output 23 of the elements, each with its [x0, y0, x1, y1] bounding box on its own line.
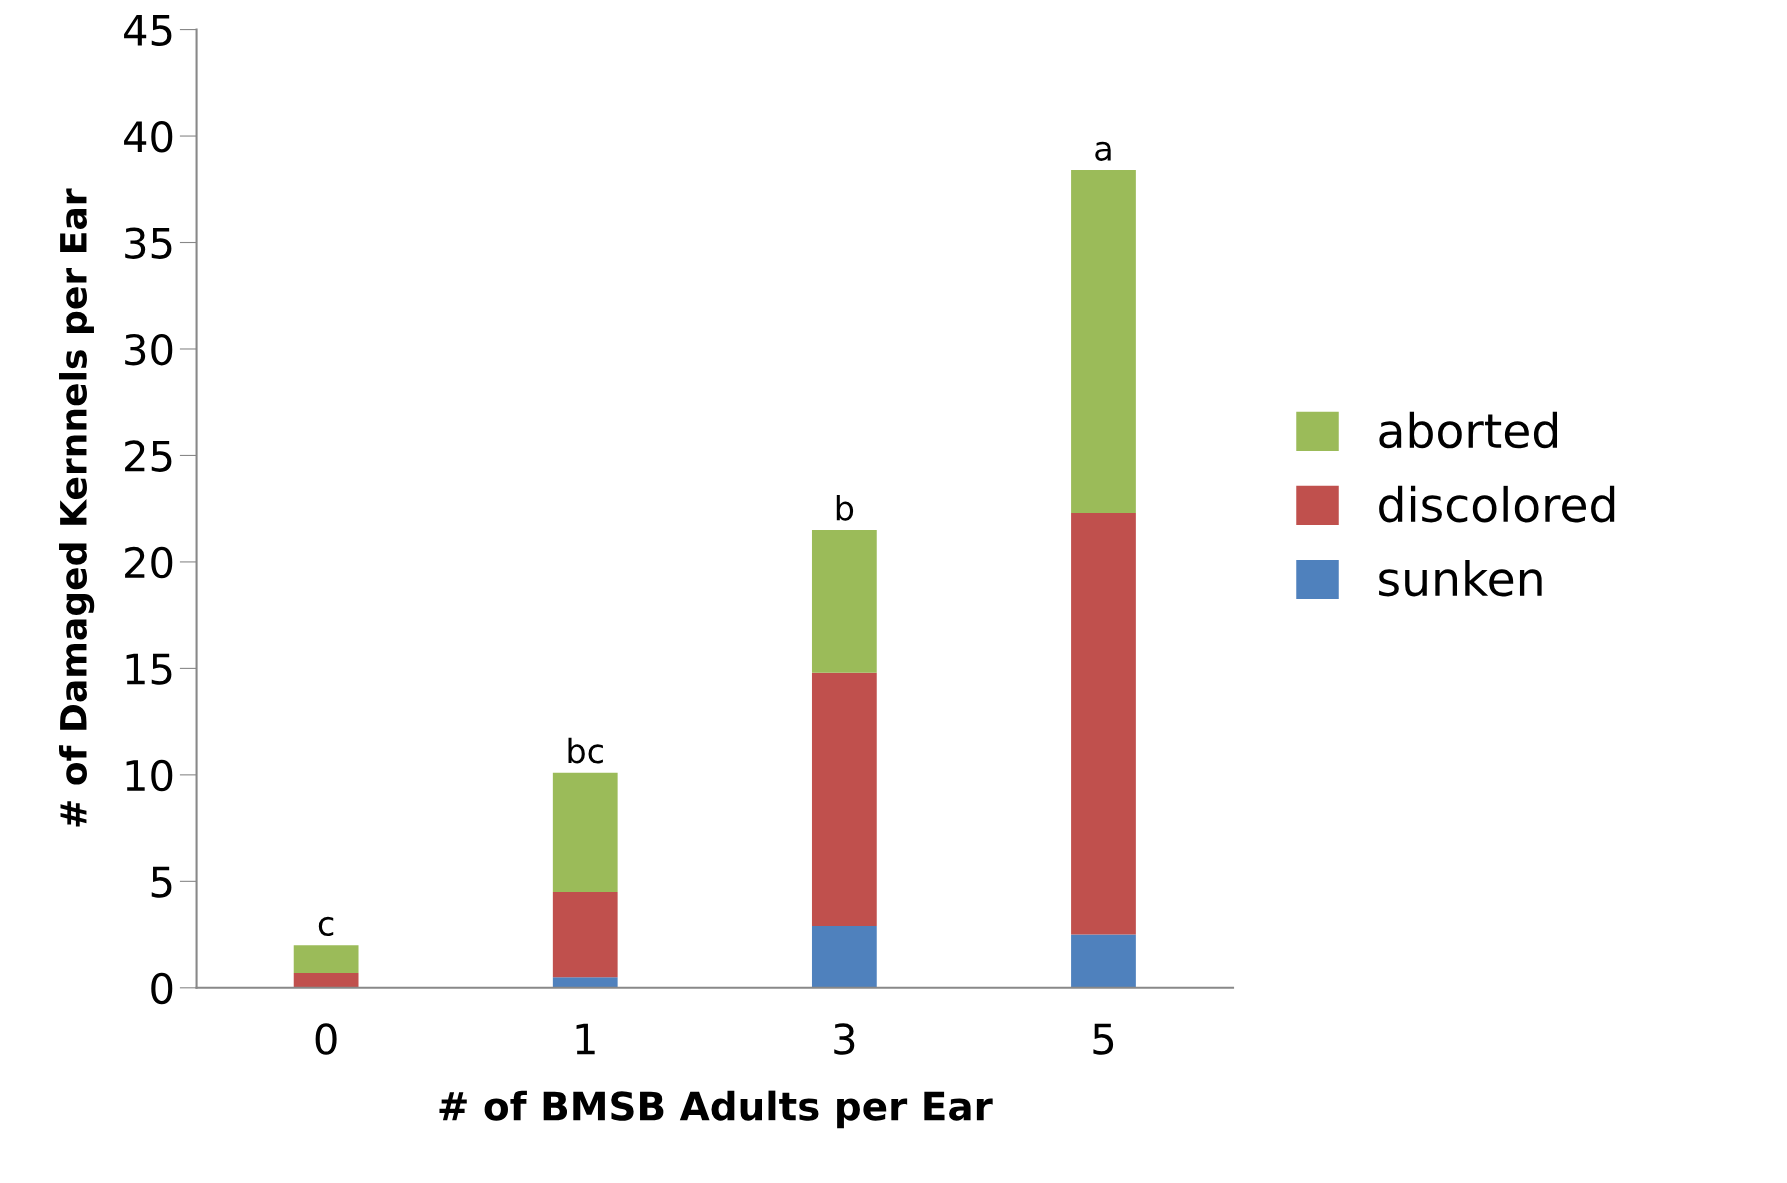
- annotation: c: [318, 916, 334, 936]
- y-tick-label: 30: [125, 333, 173, 366]
- y-tick-label: 40: [124, 120, 173, 153]
- annotation: a: [1095, 141, 1111, 161]
- y-tick-label: 15: [126, 653, 172, 685]
- x-tick-label: 5: [1093, 1023, 1114, 1055]
- y-axis-title: # of Damaged Kernnels per Ear: [59, 188, 95, 827]
- legend-label: discolored: [1379, 485, 1615, 523]
- x-axis-title: # of BMSB Adults per Ear: [439, 1090, 993, 1129]
- x-tick-label: 3: [834, 1023, 855, 1055]
- annotation: b: [836, 494, 854, 521]
- y-tick-label: 25: [125, 440, 172, 472]
- y-tick-label: 45: [124, 15, 172, 46]
- x-tick-label: 0: [315, 1023, 337, 1055]
- x-tick-label: 1: [576, 1023, 595, 1055]
- y-tick-label: 0: [151, 972, 173, 1005]
- legend-label: sunken: [1379, 559, 1542, 597]
- annotation: bc: [568, 737, 603, 764]
- y-tick-label: 5: [151, 866, 172, 898]
- y-tick-label: 35: [125, 227, 172, 259]
- y-tick-label: 10: [126, 759, 173, 792]
- y-tick-label: 20: [125, 546, 173, 579]
- legend-label: aborted: [1379, 411, 1558, 449]
